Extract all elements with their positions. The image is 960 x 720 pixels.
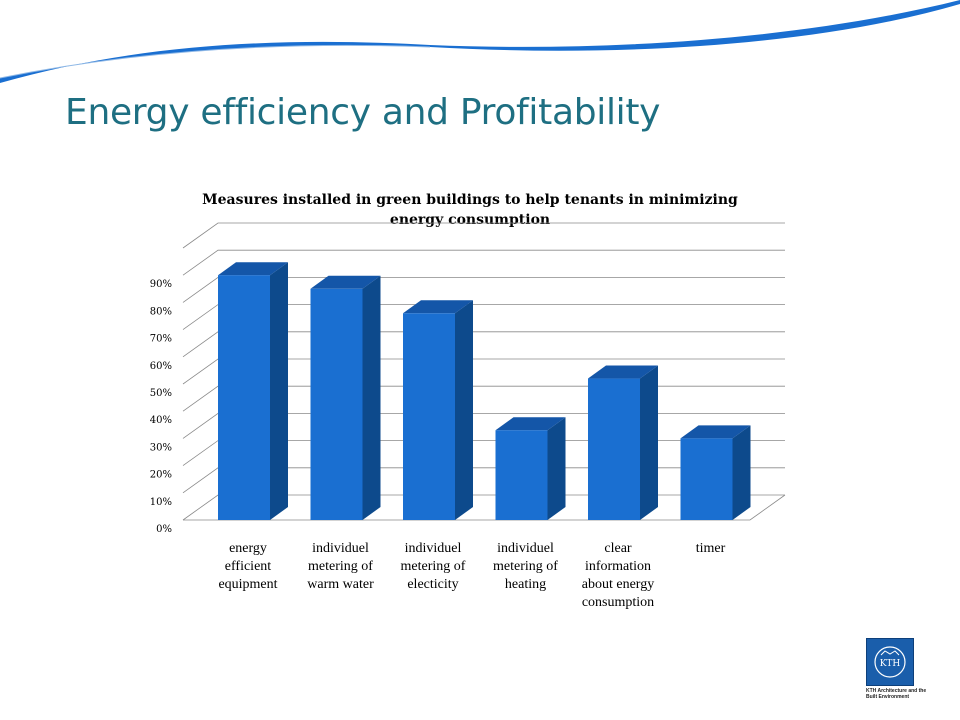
bar-side (732, 425, 751, 520)
x-tick-label-line: consumption (581, 595, 655, 610)
bar-top (680, 425, 751, 439)
bar-front (495, 430, 548, 520)
x-tick-label-line: metering of (400, 559, 466, 574)
bar-side (455, 300, 473, 520)
bar-front (403, 313, 455, 520)
y-tick-label: 20% (150, 470, 172, 481)
y-tick-label: 70% (150, 334, 172, 345)
bar-top (588, 365, 658, 379)
bar (680, 425, 751, 520)
x-tick-label-line: information (584, 559, 652, 574)
y-tick-label: 40% (150, 415, 172, 426)
logo-caption: KTH Architecture and the Built Environme… (866, 688, 927, 700)
x-tick-label-line: electicity (407, 577, 459, 592)
bar (403, 300, 473, 520)
bar-front (310, 288, 363, 520)
bar (310, 275, 381, 520)
x-tick-label-line: energy (229, 541, 267, 556)
y-tick-label: 80% (150, 306, 172, 317)
bar-top (218, 262, 288, 276)
header-swoosh-decoration (0, 0, 960, 83)
y-tick-label: 30% (150, 442, 172, 453)
bar (218, 262, 288, 520)
x-tick-label-line: heating (504, 577, 547, 592)
bar-side (362, 275, 381, 520)
x-tick-label: individuel metering of warm water (291, 540, 391, 594)
x-tick-label: timer (661, 540, 761, 558)
bar-top (310, 275, 381, 289)
x-tick-label: individuel metering of electicity (383, 540, 483, 594)
y-tick-label: 90% (150, 279, 172, 290)
x-tick-label-line: efficient (224, 559, 272, 574)
kth-logo: KTH (866, 638, 914, 686)
x-tick-label-line: timer (695, 541, 726, 556)
chart-title: Measures installed in green buildings to… (202, 192, 738, 228)
bar (588, 365, 658, 520)
bar-side (547, 417, 566, 520)
x-tick-label-line: individuel (312, 541, 369, 556)
gridline (182, 222, 785, 249)
bar-front (218, 275, 270, 520)
x-tick-label-line: clear (604, 541, 632, 556)
x-tick-label: energy efficient equipment (198, 540, 298, 594)
x-tick-label-line: metering of (493, 559, 558, 574)
x-tick-label: clear information about energy consumption (568, 540, 668, 612)
y-tick-label: 50% (150, 388, 172, 399)
bar-top (403, 300, 473, 314)
gridline (182, 249, 785, 276)
bar-side (640, 365, 658, 520)
bar-front (680, 438, 733, 520)
logo-text: KTH (880, 659, 901, 669)
x-tick-label-line: equipment (218, 577, 278, 592)
slide-title: Energy efficiency and Profitability (65, 92, 661, 133)
x-tick-label: individuel metering of heating (476, 540, 576, 594)
bar-side (270, 262, 288, 520)
x-tick-label-line: individuel (497, 541, 554, 556)
y-tick-label: 10% (150, 497, 172, 508)
chart-floor (183, 494, 786, 521)
x-tick-label-line: warm water (307, 577, 374, 592)
bar (495, 417, 566, 520)
y-tick-label: 60% (150, 361, 172, 372)
bar-top (495, 417, 566, 431)
y-tick-label: 0% (156, 524, 172, 535)
x-tick-label-line: metering of (308, 559, 373, 574)
x-tick-label-line: individuel (404, 541, 462, 556)
x-tick-label-line: about energy (581, 577, 655, 592)
bar-front (588, 378, 640, 520)
